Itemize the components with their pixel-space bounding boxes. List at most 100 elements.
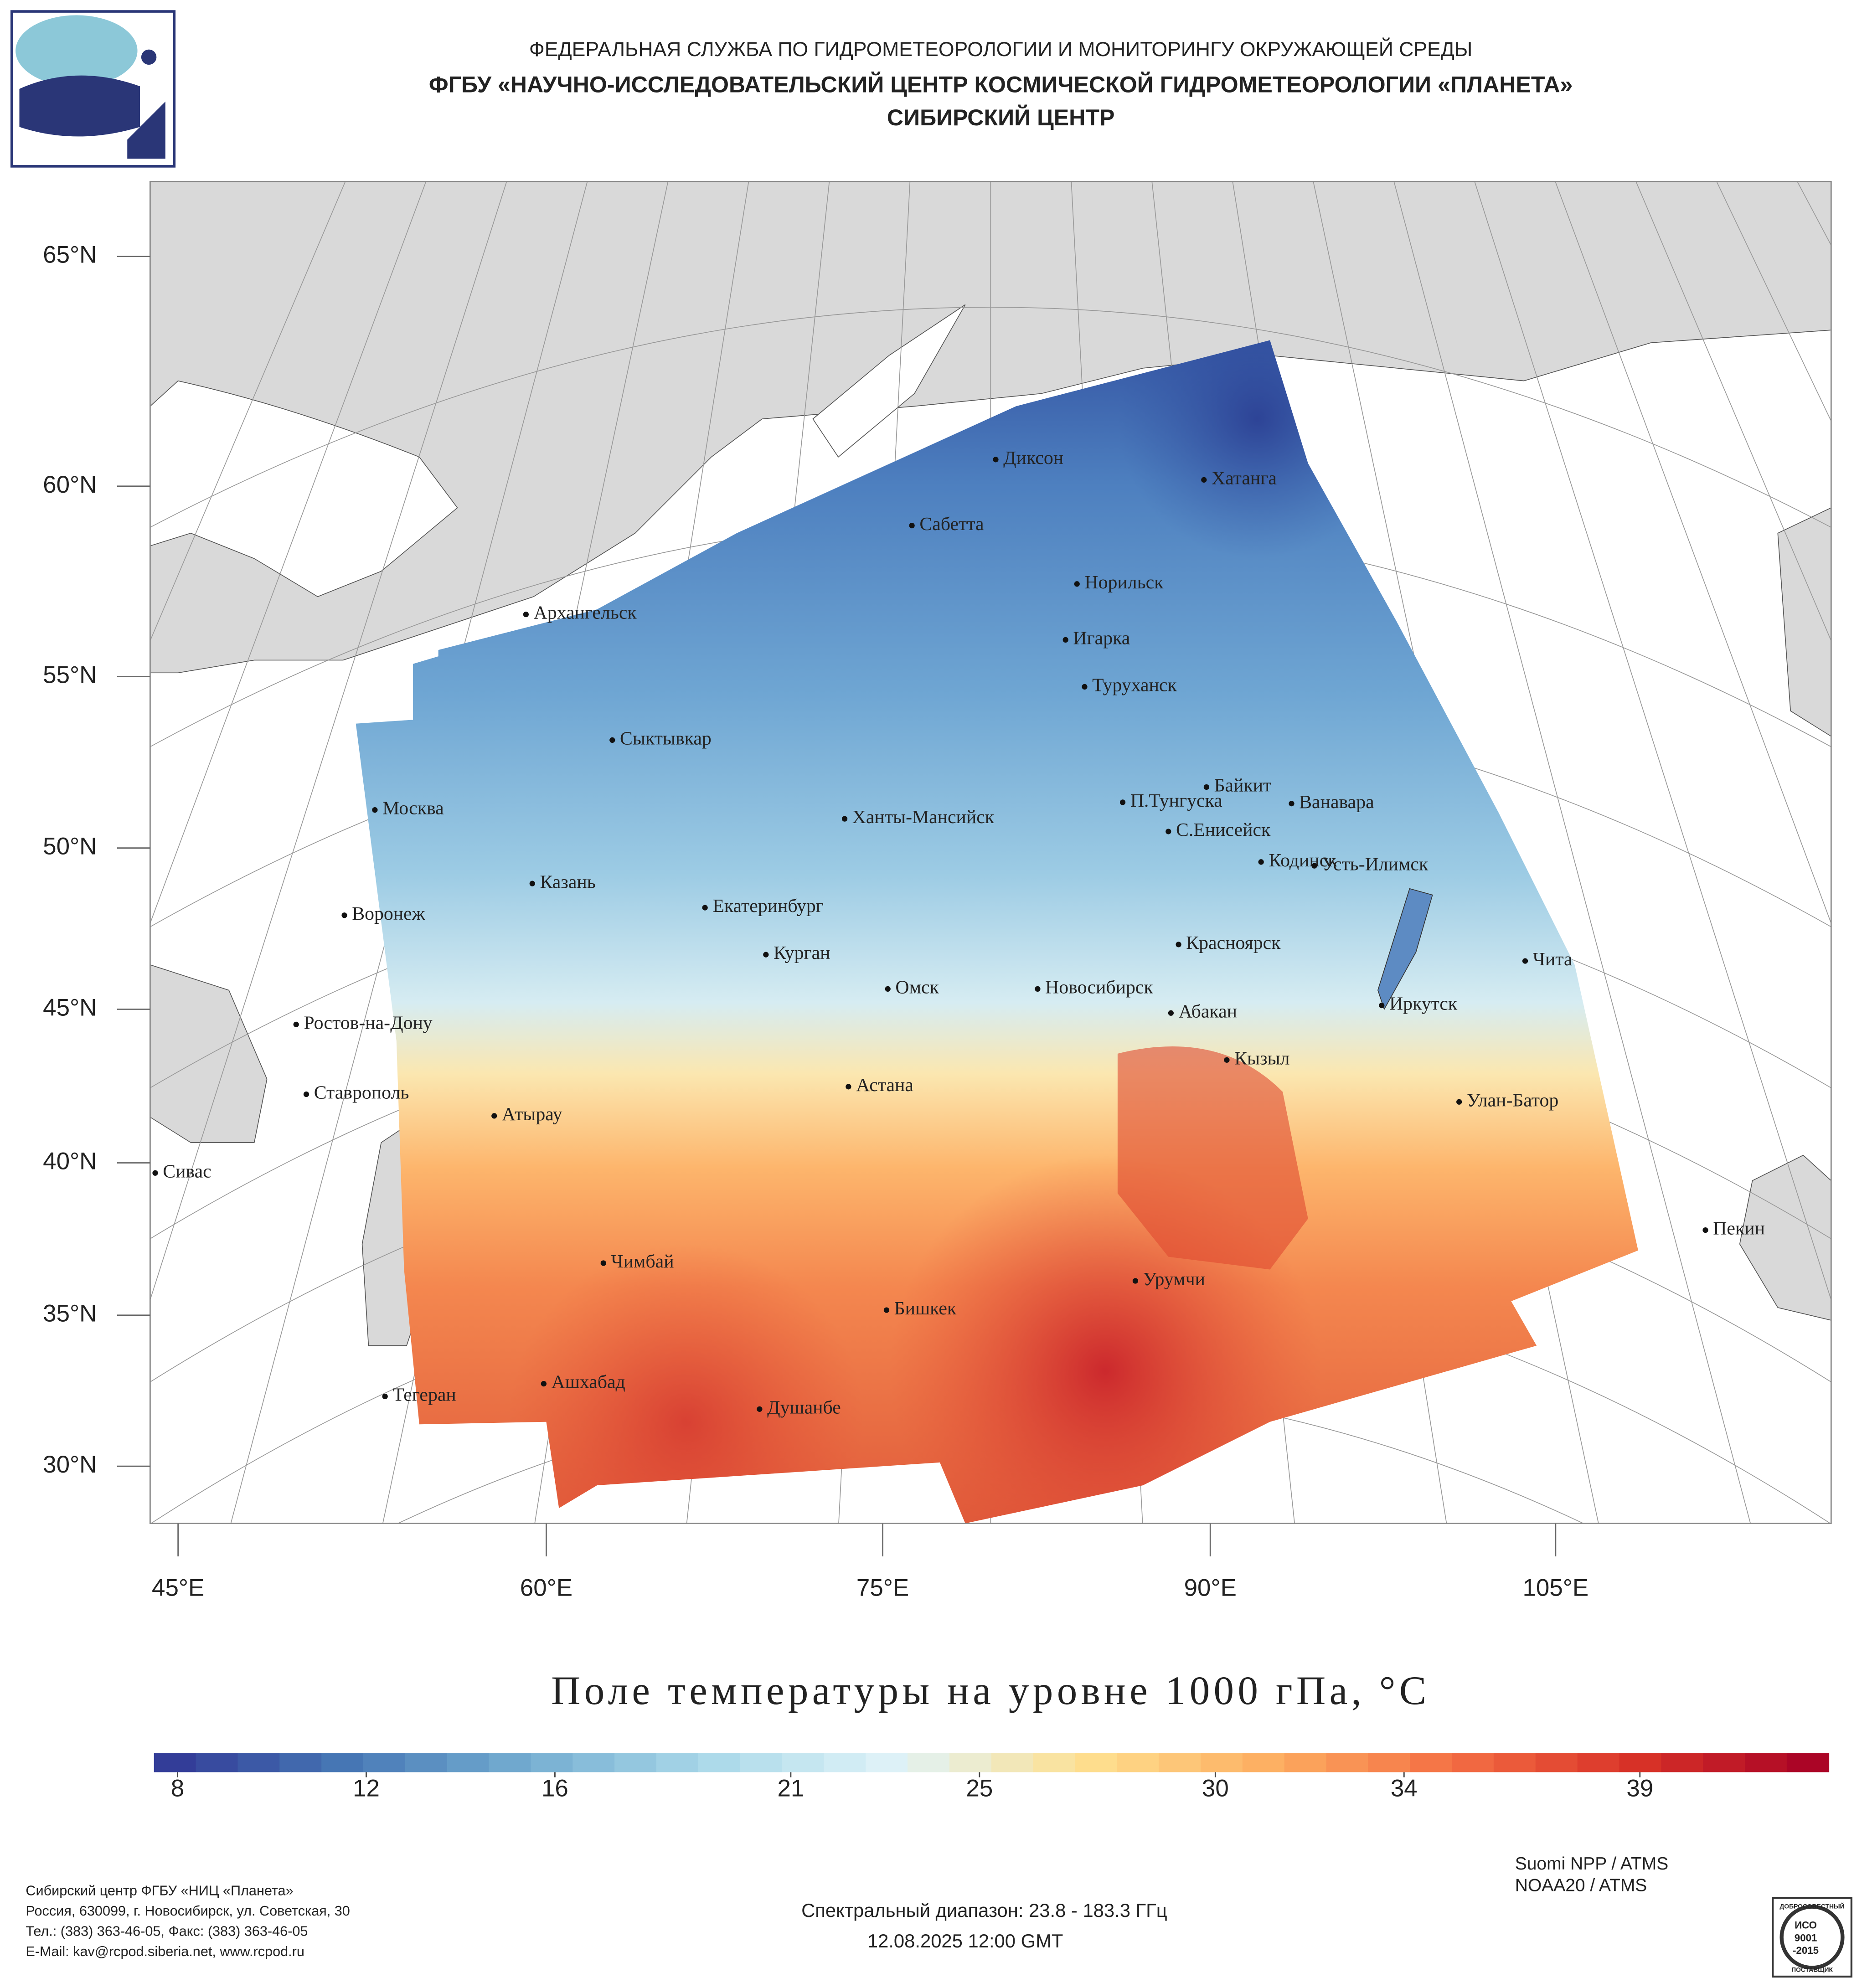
- colorbar-cell: [489, 1753, 531, 1772]
- colorbar-cell: [1410, 1753, 1453, 1772]
- city-label: Казань: [540, 871, 596, 892]
- address-line: E-Mail: kav@rcpod.siberia.net, www.rcpod…: [26, 1944, 304, 1959]
- meridian: [1555, 181, 1831, 925]
- city-dot: [1522, 958, 1528, 964]
- iso-text: -2015: [1793, 1945, 1819, 1956]
- city-dot: [293, 1021, 299, 1027]
- colorbar-tick-label: 12: [353, 1775, 380, 1802]
- city-label: Чимбай: [611, 1251, 674, 1272]
- colorbar-cell: [866, 1753, 908, 1772]
- city-label: Сыктывкар: [620, 728, 712, 749]
- city-label: Атырау: [502, 1104, 562, 1125]
- colorbar-cell: [531, 1753, 573, 1772]
- meridian: [150, 181, 427, 925]
- meridian: [150, 181, 507, 1301]
- colorbar-cell: [1745, 1753, 1788, 1772]
- city-dot: [1311, 863, 1317, 869]
- city-dot: [846, 1084, 851, 1090]
- city-label: Сабетта: [919, 514, 984, 535]
- lon-label: 75°E: [856, 1574, 909, 1601]
- city-label: Тегеран: [392, 1385, 456, 1406]
- meridian: [150, 181, 346, 642]
- city-label: Ставрополь: [314, 1082, 409, 1103]
- colorbar-cell: [1200, 1753, 1243, 1772]
- scandinavia: [150, 380, 458, 597]
- colorbar-cell: [1117, 1753, 1160, 1772]
- colorbar-tick-label: 39: [1626, 1775, 1653, 1802]
- colorbar-tick-label: 8: [171, 1775, 184, 1802]
- city-label: П.Тунгуска: [1130, 790, 1222, 811]
- city-label: Новосибирск: [1045, 977, 1153, 998]
- city-dot: [883, 1307, 890, 1313]
- colorbar-cell: [824, 1753, 866, 1772]
- colorbar-cell: [656, 1753, 699, 1772]
- colorbar-cell: [991, 1753, 1034, 1772]
- colorbar-tick-label: 34: [1391, 1775, 1418, 1802]
- city-label: Игарка: [1073, 628, 1130, 649]
- map-labels: 65°N 60°N 55°N 50°N 45°N 40°N 35°N 30°N 45°E 60°E…: [43, 242, 1765, 1602]
- iso-badge: ДОБРОСОВЕСТНЫЙ ИСО 9001 -2015 ПОСТАВЩИК: [1772, 1897, 1852, 1978]
- city-dot: [763, 952, 769, 958]
- city-dot: [1168, 1010, 1174, 1016]
- city-dot: [1074, 581, 1080, 587]
- black-sea: [150, 964, 268, 1143]
- city-label: Воронеж: [352, 903, 425, 924]
- yellow-sea: [1739, 1154, 1831, 1321]
- spectral-range: Спектральный диапазон: 23.8 - 183.3 ГГц: [801, 1900, 1167, 1921]
- satellite: NOAA20 / ATMS: [1515, 1875, 1647, 1895]
- iso-text: 9001: [1795, 1932, 1817, 1943]
- city-label: С.Енисейск: [1176, 819, 1271, 840]
- meridian: [1635, 181, 1831, 642]
- city-label: Кодинск: [1269, 850, 1337, 871]
- colorbar-cell: [1452, 1753, 1495, 1772]
- meridian: [1393, 181, 1751, 1524]
- logo: [10, 10, 176, 168]
- city-label: Сивас: [163, 1161, 211, 1182]
- colorbar: 8 12 16 21 25 30 34 39: [154, 1753, 1830, 1802]
- colorbar-cell: [447, 1753, 490, 1772]
- colorbar-cell: [1786, 1753, 1830, 1772]
- city-label: Астана: [856, 1075, 913, 1096]
- city-dot: [1201, 477, 1207, 483]
- colorbar-tick-label: 25: [966, 1775, 993, 1802]
- iso-text: ИСО: [1795, 1919, 1817, 1931]
- city-label: Омск: [895, 977, 939, 998]
- colorbar-cell: [782, 1753, 825, 1772]
- colorbar-cell: [1159, 1753, 1202, 1772]
- colorbar-cell: [1577, 1753, 1620, 1772]
- colorbar-cell: [1326, 1753, 1369, 1772]
- city-dot: [1203, 784, 1209, 790]
- city-label: Чита: [1533, 949, 1573, 970]
- meridian: [1313, 181, 1599, 1524]
- city-dot: [841, 816, 848, 822]
- colorbar-cell: [740, 1753, 783, 1772]
- meridian: [1474, 181, 1831, 1301]
- address-line: Россия, 630099, г. Новосибирск, ул. Сове…: [26, 1903, 350, 1919]
- colorbar-cell: [237, 1753, 280, 1772]
- city-dot: [382, 1393, 388, 1400]
- meridian: [230, 181, 588, 1524]
- city-label: Норильск: [1084, 572, 1164, 593]
- colorbar-cell: [196, 1753, 238, 1772]
- colorbar-cell: [1075, 1753, 1118, 1772]
- lat-label: 50°N: [43, 833, 97, 860]
- city-dot: [1258, 859, 1264, 865]
- city-dot: [1289, 801, 1295, 807]
- city-dot: [1119, 799, 1126, 805]
- lat-label: 35°N: [43, 1300, 97, 1327]
- colorbar-cell: [279, 1753, 322, 1772]
- city-dot: [1176, 942, 1181, 948]
- city-dot: [702, 905, 708, 911]
- city-dot: [1062, 637, 1068, 643]
- city-dot: [341, 912, 347, 918]
- lon-label: 90°E: [1184, 1574, 1237, 1601]
- header-line: ФГБУ «НАУЧНО-ИССЛЕДОВАТЕЛЬСКИЙ ЦЕНТР КОС…: [429, 72, 1573, 98]
- lon-label: 45°E: [152, 1574, 204, 1601]
- colorbar-cell: [1368, 1753, 1411, 1772]
- city-label: Кызыл: [1234, 1048, 1289, 1069]
- city-dot: [1035, 986, 1041, 992]
- city-dot: [1456, 1099, 1462, 1105]
- city-label: Екатеринбург: [712, 896, 824, 917]
- city-dot: [1379, 1002, 1385, 1009]
